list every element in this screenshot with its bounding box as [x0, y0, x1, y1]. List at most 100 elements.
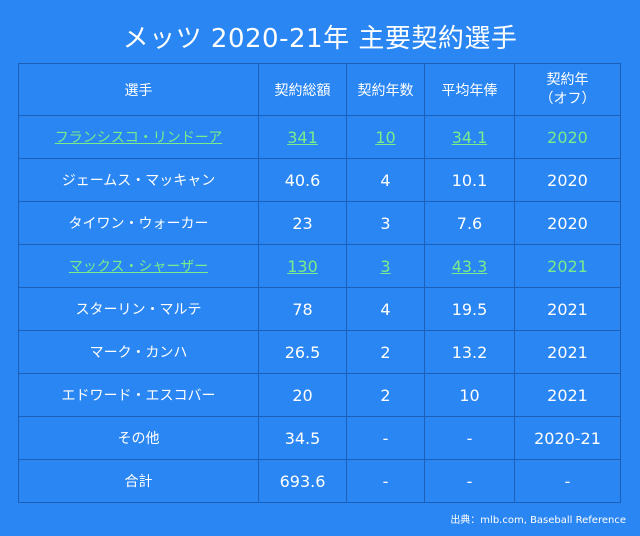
contract-year-cell: 2021: [514, 287, 621, 331]
player-name-text: エドワード・エスコバー: [61, 388, 216, 404]
table-row: マックス・シャーザー 130 3 43.3 2021: [18, 244, 621, 288]
table-row: マーク・カンハ 26.5 2 13.2 2021: [18, 330, 621, 374]
contract-year-text: 2021: [547, 342, 588, 362]
years-text: 4: [380, 299, 391, 319]
years-text[interactable]: 3: [380, 256, 391, 276]
years-cell: 3: [346, 201, 425, 245]
contract-year-text: 2020: [547, 213, 588, 233]
years-cell: 4: [346, 158, 425, 202]
total-cell: 40.6: [258, 158, 347, 202]
years-cell: 4: [346, 287, 425, 331]
years-cell: 2: [346, 373, 425, 417]
player-name-cell[interactable]: マックス・シャーザー: [18, 244, 259, 288]
total-text: 23: [292, 213, 313, 233]
table-row: エドワード・エスコバー 20 2 10 2021: [18, 373, 621, 417]
header-contract-year-line2: （オフ）: [539, 90, 596, 107]
player-name-text[interactable]: マックス・シャーザー: [68, 259, 209, 275]
years-cell: 2: [346, 330, 425, 374]
player-name-cell: ジェームス・マッキャン: [18, 158, 259, 202]
contract-year-cell: 2020: [514, 158, 621, 202]
table-row: ジェームス・マッキャン 40.6 4 10.1 2020: [18, 158, 621, 202]
years-text: 2: [380, 342, 391, 362]
table-row: その他 34.5 - - 2020-21: [18, 416, 621, 460]
contract-year-text: -: [564, 471, 571, 491]
player-name-cell: タイワン・ウォーカー: [18, 201, 259, 245]
table-header-row: 選手 契約総額 契約年数 平均年俸 契約年 （オフ）: [18, 63, 621, 116]
total-cell: 26.5: [258, 330, 347, 374]
avg-salary-text: 19.5: [451, 299, 488, 319]
contract-year-cell: 2020: [514, 201, 621, 245]
years-text: -: [382, 471, 389, 491]
header-contract-year-line1: 契約年: [546, 71, 589, 88]
total-text: 34.5: [284, 428, 321, 448]
avg-salary-text: -: [466, 428, 473, 448]
avg-salary-text[interactable]: 34.1: [451, 127, 488, 147]
total-text: 20: [292, 385, 313, 405]
avg-salary-text: -: [466, 471, 473, 491]
total-text[interactable]: 130: [287, 256, 318, 276]
total-text[interactable]: 341: [287, 127, 318, 147]
source-note: 出典：mlb.com, Baseball Reference: [450, 515, 626, 526]
avg-salary-cell: 10.1: [424, 158, 515, 202]
total-cell: 23: [258, 201, 347, 245]
total-text: 693.6: [279, 471, 326, 491]
avg-salary-text[interactable]: 43.3: [451, 256, 488, 276]
player-name-cell[interactable]: フランシスコ・リンドーア: [18, 115, 259, 159]
header-player: 選手: [18, 63, 259, 116]
years-cell[interactable]: 10: [346, 115, 425, 159]
contract-year-cell: 2020-21: [514, 416, 621, 460]
avg-salary-cell[interactable]: 43.3: [424, 244, 515, 288]
contracts-table: 選手 契約総額 契約年数 平均年俸 契約年 （オフ） フランシスコ・リンドーア 3…: [18, 63, 621, 503]
years-cell[interactable]: 3: [346, 244, 425, 288]
total-cell: 693.6: [258, 459, 347, 503]
page-title: メッツ 2020-21年 主要契約選手: [122, 24, 518, 54]
header-years: 契約年数: [346, 63, 425, 116]
header-contract-year: 契約年 （オフ）: [514, 63, 621, 116]
player-name-text: タイワン・ウォーカー: [68, 216, 209, 232]
total-cell[interactable]: 341: [258, 115, 347, 159]
player-name-text: 合計: [124, 474, 153, 490]
player-name-text[interactable]: フランシスコ・リンドーア: [54, 130, 223, 146]
player-name-cell: エドワード・エスコバー: [18, 373, 259, 417]
table-row: フランシスコ・リンドーア 341 10 34.1 2020: [18, 115, 621, 159]
total-text: 78: [292, 299, 313, 319]
avg-salary-cell: 10: [424, 373, 515, 417]
total-text: 26.5: [284, 342, 321, 362]
player-name-cell: マーク・カンハ: [18, 330, 259, 374]
contract-year-text: 2021: [547, 299, 588, 319]
avg-salary-text: 10.1: [451, 170, 488, 190]
avg-salary-text: 10: [459, 385, 480, 405]
contract-year-text: 2021: [547, 256, 588, 276]
player-name-text: ジェームス・マッキャン: [61, 173, 216, 189]
total-cell: 34.5: [258, 416, 347, 460]
contract-year-text: 2020-21: [534, 428, 601, 448]
player-name-cell: スターリン・マルテ: [18, 287, 259, 331]
avg-salary-cell: 13.2: [424, 330, 515, 374]
contract-year-cell: 2021: [514, 373, 621, 417]
years-cell: -: [346, 459, 425, 503]
player-name-text: マーク・カンハ: [89, 345, 188, 361]
avg-salary-cell: -: [424, 459, 515, 503]
total-cell: 20: [258, 373, 347, 417]
contract-year-text: 2020: [547, 170, 588, 190]
table-row: 合計 693.6 - - -: [18, 459, 621, 503]
contract-year-cell: 2020: [514, 115, 621, 159]
avg-salary-text: 7.6: [456, 213, 483, 233]
years-text: 2: [380, 385, 391, 405]
player-name-text: スターリン・マルテ: [75, 302, 202, 318]
avg-salary-cell[interactable]: 34.1: [424, 115, 515, 159]
header-avg-salary: 平均年俸: [424, 63, 515, 116]
years-text: 3: [380, 213, 391, 233]
years-text: -: [382, 428, 389, 448]
years-text[interactable]: 10: [375, 127, 396, 147]
player-name-cell: 合計: [18, 459, 259, 503]
total-text: 40.6: [284, 170, 321, 190]
total-cell[interactable]: 130: [258, 244, 347, 288]
avg-salary-text: 13.2: [451, 342, 488, 362]
player-name-text: その他: [117, 431, 160, 447]
contract-year-text: 2021: [547, 385, 588, 405]
table-row: スターリン・マルテ 78 4 19.5 2021: [18, 287, 621, 331]
total-cell: 78: [258, 287, 347, 331]
table-row: タイワン・ウォーカー 23 3 7.6 2020: [18, 201, 621, 245]
avg-salary-cell: -: [424, 416, 515, 460]
